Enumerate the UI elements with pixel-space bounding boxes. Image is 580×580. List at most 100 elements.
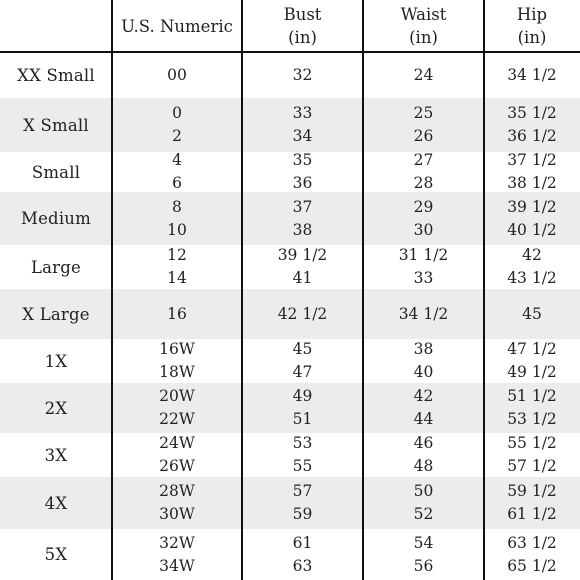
waist-values: 50 52 — [414, 480, 434, 526]
numeric-value: 24W — [159, 434, 195, 452]
bust-value: 49 — [292, 387, 313, 405]
bust-values: 35 36 — [293, 149, 313, 195]
bust-value: 37 — [292, 197, 313, 216]
waist-value: 54 — [413, 533, 434, 552]
waist-values: 25 26 — [414, 102, 434, 148]
waist-cell: 50 52 — [363, 477, 484, 529]
size-label: Medium — [21, 209, 91, 228]
hip-value: 59 1/2 — [507, 482, 557, 500]
numeric-value: 4 — [172, 151, 182, 169]
waist-value: 34 1/2 — [398, 304, 449, 323]
hip-values: 35 1/2 36 1/2 — [507, 102, 557, 148]
numeric-cell: 20W 22W — [112, 383, 242, 433]
bust-cell: 37 38 — [242, 192, 363, 245]
hip-value: 63 1/2 — [507, 533, 557, 552]
bust-value: 47 — [292, 363, 313, 381]
header-waist-unit: (in) — [409, 28, 438, 47]
table-row: 2X 20W 22W 49 51 42 44 51 1/2 53 1/2 — [0, 383, 580, 433]
size-cell: Medium — [0, 192, 112, 245]
waist-values: 38 40 — [414, 338, 434, 384]
header-bust: Bust (in) — [242, 0, 363, 52]
bust-value: 51 — [292, 410, 313, 428]
numeric-value: 6 — [172, 174, 182, 192]
waist-values: 34 1/2 — [399, 303, 449, 326]
waist-cell: 46 48 — [363, 433, 484, 477]
numeric-value: 26W — [159, 457, 195, 475]
bust-values: 42 1/2 — [278, 303, 328, 326]
hip-cell: 51 1/2 53 1/2 — [484, 383, 580, 433]
bust-value: 55 — [292, 457, 313, 475]
waist-cell: 54 56 — [363, 529, 484, 580]
hip-cell: 35 1/2 36 1/2 — [484, 98, 580, 152]
hip-value: 37 1/2 — [507, 151, 557, 169]
hip-value: 45 — [522, 304, 542, 323]
bust-values: 37 38 — [293, 196, 313, 242]
bust-value: 41 — [292, 269, 313, 287]
waist-value: 42 — [413, 387, 434, 405]
size-label: XX Small — [17, 65, 95, 85]
table-row: 3X 24W 26W 53 55 46 48 55 1/2 57 1/2 — [0, 433, 580, 477]
hip-values: 47 1/2 49 1/2 — [507, 338, 557, 384]
waist-value: 24 — [413, 65, 434, 84]
numeric-cell: 32W 34W — [112, 529, 242, 580]
numeric-values: 00 — [167, 64, 187, 87]
bust-values: 39 1/2 41 — [278, 244, 328, 290]
waist-value: 29 — [413, 197, 434, 216]
bust-values: 45 47 — [293, 338, 313, 384]
bust-value: 45 — [292, 340, 313, 358]
waist-values: 46 48 — [414, 432, 434, 478]
bust-cell: 39 1/2 41 — [242, 245, 363, 289]
bust-value: 39 1/2 — [277, 246, 328, 264]
numeric-value: 0 — [172, 104, 182, 122]
column-divider — [241, 0, 243, 580]
column-divider — [111, 0, 113, 580]
bust-cell: 53 55 — [242, 433, 363, 477]
numeric-values: 12 14 — [167, 244, 187, 290]
numeric-value: 16 — [167, 304, 187, 323]
bust-value: 33 — [292, 104, 313, 122]
numeric-value: 16W — [159, 340, 195, 358]
hip-cell: 37 1/2 38 1/2 — [484, 151, 580, 192]
bust-value: 59 — [292, 505, 313, 523]
bust-values: 49 51 — [293, 385, 313, 431]
numeric-value: 2 — [172, 127, 182, 145]
table-row: 1X 16W 18W 45 47 38 40 47 1/2 49 1/2 — [0, 339, 580, 383]
waist-cell: 24 — [363, 52, 484, 98]
waist-value: 25 — [413, 104, 434, 122]
bust-cell: 32 — [242, 52, 363, 98]
header-row: U.S. Numeric Bust (in) Waist (in) Hip (i… — [0, 0, 580, 52]
bust-value: 53 — [292, 434, 313, 452]
hip-values: 51 1/2 53 1/2 — [507, 385, 557, 431]
numeric-cell: 8 10 — [112, 192, 242, 245]
bust-values: 61 63 — [293, 532, 313, 578]
bust-value: 34 — [292, 127, 313, 145]
numeric-value: 12 — [167, 246, 187, 264]
hip-values: 42 43 1/2 — [507, 244, 557, 290]
header-hip-unit: (in) — [517, 28, 547, 47]
numeric-values: 16W 18W — [159, 338, 195, 384]
size-label: X Small — [23, 115, 89, 135]
table-row: 5X 32W 34W 61 63 54 56 63 1/2 65 1/2 — [0, 529, 580, 580]
bust-values: 33 34 — [293, 102, 313, 148]
waist-value: 44 — [413, 410, 434, 428]
header-numeric: U.S. Numeric — [112, 0, 242, 52]
hip-value: 55 1/2 — [507, 434, 557, 452]
table-row: Large 12 14 39 1/2 41 31 1/2 33 42 43 1/2 — [0, 245, 580, 289]
numeric-cell: 16W 18W — [112, 339, 242, 383]
hip-value: 36 1/2 — [507, 127, 557, 145]
numeric-cell: 28W 30W — [112, 477, 242, 529]
bust-values: 57 59 — [293, 480, 313, 526]
hip-cell: 59 1/2 61 1/2 — [484, 477, 580, 529]
size-cell: 5X — [0, 529, 112, 580]
hip-value: 49 1/2 — [507, 363, 557, 381]
header-numeric-label: U.S. Numeric — [121, 16, 233, 36]
table-row: 4X 28W 30W 57 59 50 52 59 1/2 61 1/2 — [0, 477, 580, 529]
size-label: 4X — [44, 493, 68, 513]
numeric-value: 14 — [167, 269, 187, 287]
table-row: X Small 0 2 33 34 25 26 35 1/2 36 1/2 — [0, 98, 580, 152]
bust-cell: 61 63 — [242, 529, 363, 580]
numeric-value: 10 — [167, 220, 187, 239]
